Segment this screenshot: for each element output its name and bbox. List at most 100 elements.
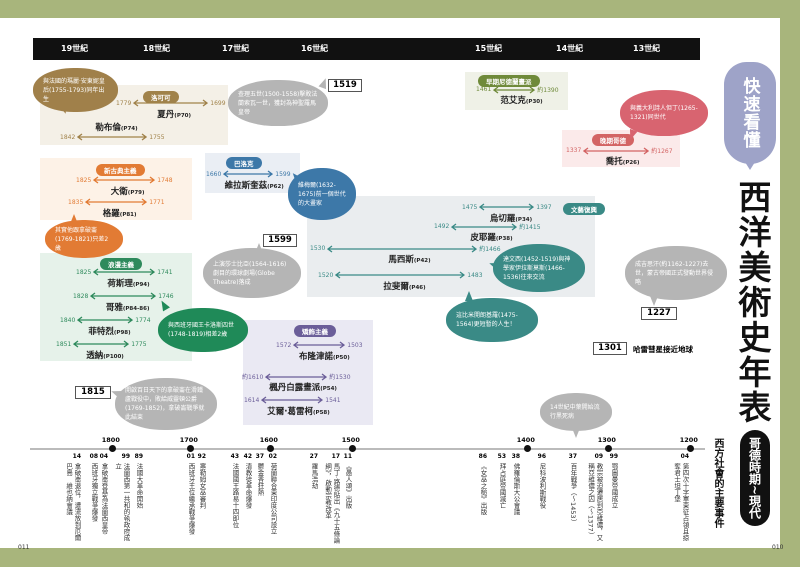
double-arrow-icon (493, 85, 536, 94)
event-year: 96 (537, 453, 546, 460)
bubble-tail-icon (465, 291, 473, 301)
artist-page-ref: (P34) (515, 217, 533, 223)
speech-bubble: 維梅爾(1632-1675)前一個世代的大畫家 (288, 168, 356, 220)
century-bar (33, 38, 700, 60)
artist-name: 艾爾·葛雷柯(P58) (267, 405, 329, 417)
artist-name: 維拉斯奎茲(P62) (225, 179, 284, 191)
event: 92 塞勒姆女巫審判 (198, 453, 206, 509)
double-arrow-icon (77, 316, 134, 324)
artist-name: 格羅(P81) (103, 207, 137, 219)
movement-label: 浪漫主義 (100, 258, 142, 270)
timeline-dot (187, 445, 194, 452)
artist-name-text: 夏丹 (157, 110, 175, 120)
birth-year: 1774 (135, 316, 151, 324)
artist-name: 范艾克(P30) (500, 94, 542, 106)
page-number-right: 010 (772, 544, 784, 551)
double-arrow-icon (90, 292, 157, 300)
event-year: 09 (594, 453, 603, 460)
artist-page-ref: (P30) (525, 99, 543, 105)
birth-year: 約1415 (519, 224, 541, 231)
artist-page-ref: (P62) (267, 184, 284, 190)
event-year: 38 (511, 453, 520, 460)
death-year: 1779 (116, 99, 132, 107)
badge-tail-icon (745, 162, 755, 170)
event: 02 荷蘭聯合東印度公司設立 (269, 453, 277, 535)
bubble-tail-icon (70, 214, 78, 224)
event: 99 法蘭西第一共和的執政府成立 (113, 453, 130, 545)
event: 11 《愚人頌》出版 (344, 453, 352, 509)
event: 27 羅馬浩劫 (310, 453, 318, 489)
artist-lifespan: 1835 1771 格羅(P81) (68, 198, 165, 219)
birth-year: 1741 (157, 268, 173, 276)
event: 96 尼科波利斯戰役 (538, 453, 546, 509)
event: 37 鬱金香狂熱 (256, 453, 264, 496)
bubble-tail-icon (572, 428, 580, 438)
event: 09 教宗被迫遷居到亞維儂，又稱亞維儂之囚（～1377） (586, 453, 603, 545)
event-text: 百年戰爭（～1453） (569, 463, 577, 526)
death-year: 1825 (76, 268, 92, 276)
artist-page-ref: (P26) (622, 160, 640, 166)
timeline-tick-label: 1600 (259, 436, 278, 444)
artist-name: 菲特烈(P98) (88, 325, 130, 337)
artist-name-text: 勒布倫 (95, 123, 121, 133)
artist-lifespan: 1520 1483 拉斐爾(P46) (318, 271, 483, 292)
artist-name-text: 皮耶羅 (470, 233, 496, 243)
death-year: 1835 (68, 198, 84, 206)
century-label: 15世紀 (475, 44, 503, 53)
event-year: 11 (343, 453, 352, 460)
death-year: 約1610 (242, 374, 264, 381)
artist-page-ref: (P54) (320, 386, 337, 392)
artist-lifespan: 1492 約1415 皮耶羅(P38) (434, 222, 541, 243)
artist-name-text: 透納 (86, 351, 104, 361)
speech-bubble: 查理五世(1500-1558)擊敗法蘭索瓦一世，獲封為神聖羅馬皇帝 (228, 80, 328, 126)
speech-bubble: 其實他跟拿破崙(1769-1821)只差2歲 (45, 220, 123, 258)
event: 43 法國國王路易十四即位 (231, 453, 239, 528)
year-box: 1227 (641, 307, 677, 320)
double-arrow-icon (265, 372, 328, 381)
event-year: 92 (197, 453, 206, 460)
artist-page-ref: (P46) (408, 285, 426, 291)
artist-name: 荷斯理(P94) (107, 277, 149, 289)
birth-year: 1599 (275, 170, 291, 178)
artist-name-text: 菲特烈 (88, 327, 114, 337)
movement-label: 巴洛克 (226, 157, 262, 169)
event-text: 清教徒革命爆發 (244, 463, 252, 509)
event-year: 53 (497, 453, 506, 460)
double-arrow-icon (583, 146, 650, 155)
artist-name-text: 格羅 (102, 209, 120, 219)
double-arrow-icon (293, 341, 346, 349)
event-text: 《愚人頌》出版 (344, 463, 352, 509)
double-arrow-icon (77, 133, 148, 141)
artist-lifespan: 1337 約1267 喬托(P26) (566, 146, 673, 167)
timeline-tick-label: 1500 (341, 436, 360, 444)
speech-bubble: 14世紀中葉開始流行黑死病 (540, 393, 612, 431)
bubble-tail-icon (650, 296, 658, 306)
year-box: 1815 (75, 386, 111, 399)
bubble-tail-icon (255, 243, 263, 253)
century-label: 17世紀 (222, 44, 250, 53)
double-arrow-icon (327, 244, 478, 253)
event-text: 拿破崙登基為法蘭西皇帝 (100, 463, 108, 535)
death-year: 1828 (73, 292, 89, 300)
artist-name-text: 維拉斯奎茲 (224, 181, 268, 191)
speech-bubble: 與法國的瑪麗·安東妮皇后(1755-1793)同年出生 (33, 68, 118, 112)
event-text: 《女巫之槌》出版 (479, 463, 487, 515)
events-heading: 西方社會的主要事件 (712, 438, 723, 528)
timeline-tick-label: 1300 (597, 436, 616, 444)
artist-page-ref: (P98) (113, 330, 131, 336)
double-arrow-icon (451, 222, 518, 231)
artist-name: 拉斐爾(P46) (383, 280, 425, 292)
double-arrow-icon (479, 203, 535, 211)
speech-bubble: 上演莎士比亞(1564-1616)劇目的環球劇場(Globe Theatre)落… (203, 248, 301, 298)
event-text: 拿破崙退位，遭流放到厄爾巴島 維也納會議 (64, 463, 81, 541)
artist-name-text: 哥雅 (105, 303, 123, 313)
event-text: 鬱金香狂熱 (256, 463, 264, 496)
speech-bubble: 這比米開朗基羅(1475-1564)更短暫的人生！ (446, 298, 538, 342)
movement-label: 矯飾主義 (294, 325, 336, 337)
speech-bubble: 成吉思汗(約1162-1227)去世，蒙古帝國正式發動世界侵略 (625, 246, 727, 300)
event-text: 荷蘭聯合東印度公司設立 (269, 463, 277, 535)
birth-year: 1748 (157, 176, 173, 184)
century-label: 14世紀 (556, 44, 584, 53)
birth-year: 1397 (536, 203, 552, 211)
event: 17 馬丁·路德貼出《九十五條論綱》，啟動宗教改革 (323, 453, 340, 545)
